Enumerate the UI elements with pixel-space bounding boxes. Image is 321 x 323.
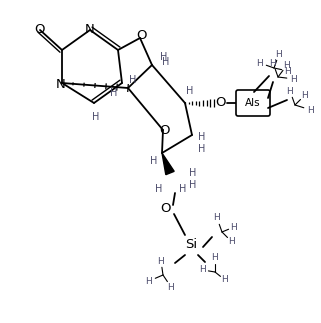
Polygon shape <box>162 153 174 175</box>
Text: H: H <box>110 88 118 98</box>
Text: Si: Si <box>185 238 197 252</box>
Text: H: H <box>276 49 282 58</box>
Text: H: H <box>129 75 137 85</box>
Text: O: O <box>161 202 171 214</box>
Text: H: H <box>212 254 218 263</box>
Text: N: N <box>85 23 95 36</box>
Text: H: H <box>291 75 297 84</box>
FancyBboxPatch shape <box>236 90 270 116</box>
Text: H: H <box>284 60 291 69</box>
Text: H: H <box>186 86 194 96</box>
Text: H: H <box>256 58 263 68</box>
Text: H: H <box>230 223 237 232</box>
Text: O: O <box>216 96 226 109</box>
Text: H: H <box>92 112 100 122</box>
Text: H: H <box>150 156 158 166</box>
Text: H: H <box>198 144 206 154</box>
Text: O: O <box>34 23 44 36</box>
Text: H: H <box>160 52 168 62</box>
Text: H: H <box>285 67 291 76</box>
Text: H: H <box>162 57 170 67</box>
Text: H: H <box>168 283 174 291</box>
Text: H: H <box>189 180 197 190</box>
Text: H: H <box>229 237 235 246</box>
Text: H: H <box>221 276 228 285</box>
Text: H: H <box>179 184 187 194</box>
Text: H: H <box>302 90 308 99</box>
Text: N: N <box>56 78 66 90</box>
Text: AIs: AIs <box>245 98 261 108</box>
Text: H: H <box>146 276 152 286</box>
Text: H: H <box>198 132 206 142</box>
Text: H: H <box>189 168 197 178</box>
Text: H: H <box>155 184 163 194</box>
Text: H: H <box>158 256 164 266</box>
Text: H: H <box>287 87 293 96</box>
Text: H: H <box>270 58 276 68</box>
Text: H: H <box>200 266 206 275</box>
Text: H: H <box>308 106 314 114</box>
Text: O: O <box>137 28 147 41</box>
Text: O: O <box>160 123 170 137</box>
Text: H: H <box>213 214 221 223</box>
